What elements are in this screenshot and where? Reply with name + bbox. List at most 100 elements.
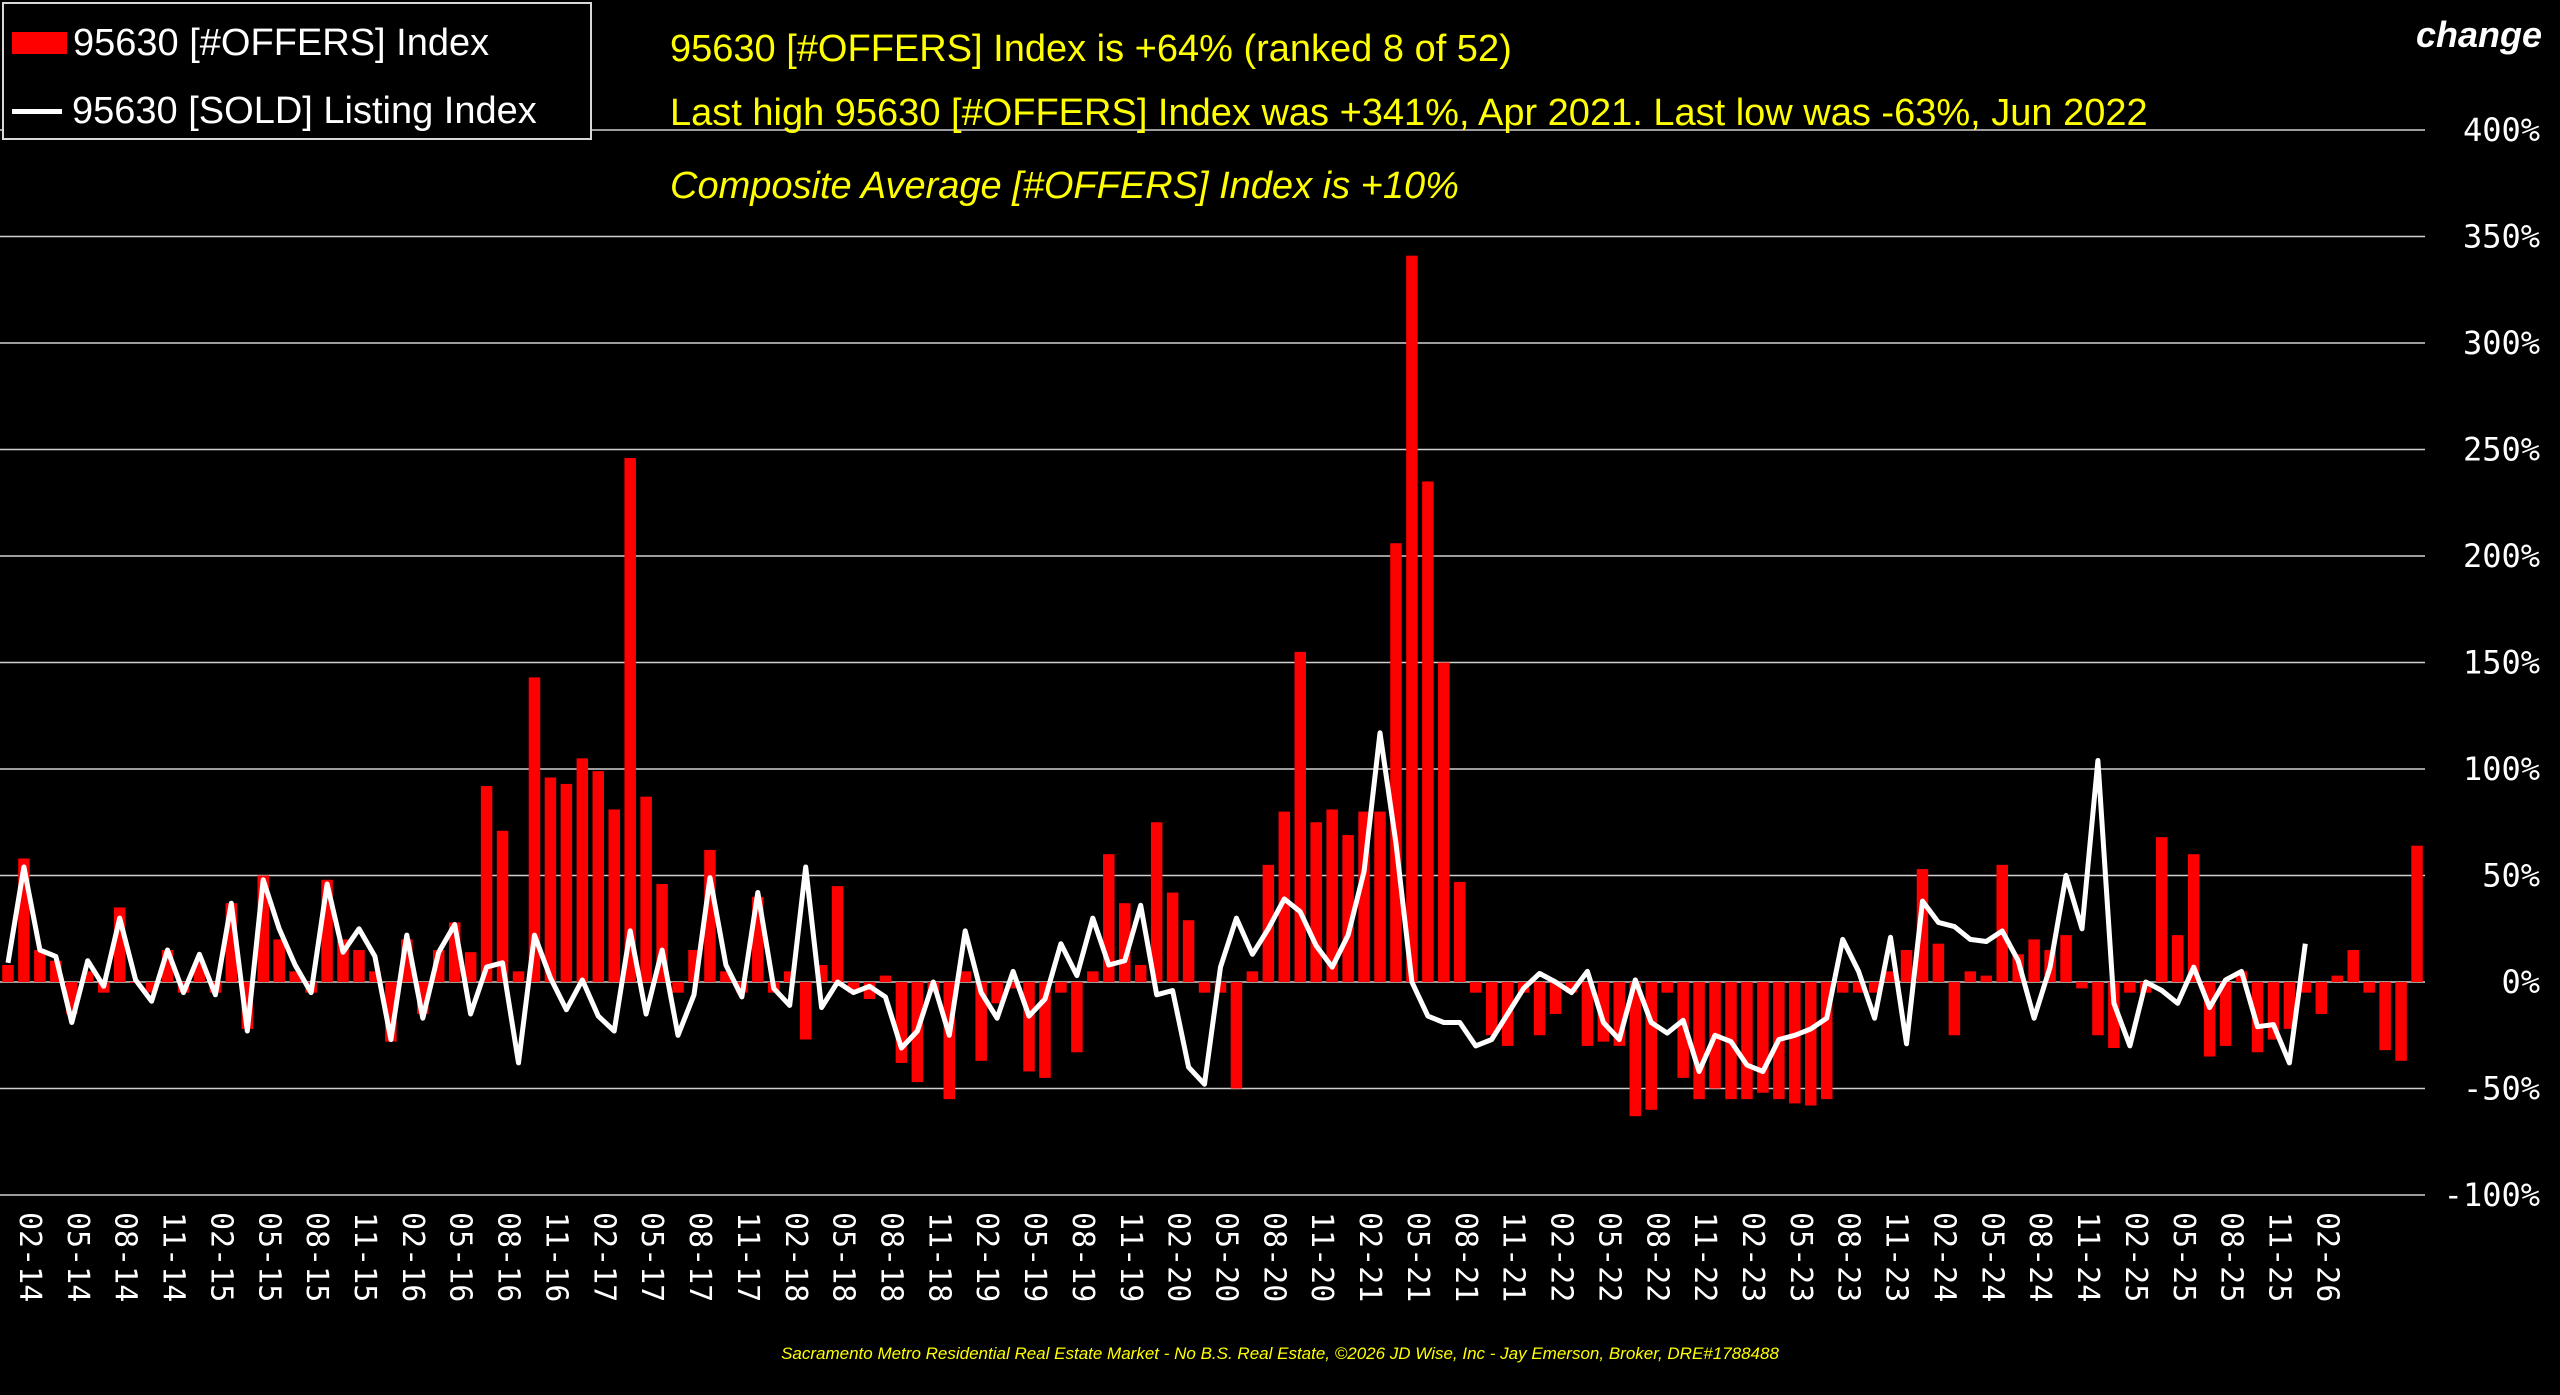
bar <box>1581 982 1594 1046</box>
x-tick-label: 02-18 <box>778 1212 813 1302</box>
bar <box>2171 935 2184 982</box>
bar <box>18 858 30 982</box>
bar <box>1310 822 1322 982</box>
x-tick-label: 02-24 <box>1926 1212 1961 1302</box>
change-label: change <box>2415 14 2542 55</box>
x-tick-label: 05-15 <box>251 1212 286 1302</box>
x-tick-label: 11-15 <box>347 1212 382 1302</box>
bar <box>943 982 956 1100</box>
bar-series <box>2 255 2423 1117</box>
x-tick-label: 02-15 <box>203 1212 238 1302</box>
bar <box>448 922 461 982</box>
bar <box>1422 481 1434 982</box>
x-tick-label: 08-16 <box>491 1212 526 1302</box>
bar <box>1980 975 1993 982</box>
x-tick-label: 02-20 <box>1161 1212 1196 1302</box>
x-tick-label: 08-14 <box>108 1212 143 1302</box>
x-tick-label: 02-21 <box>1352 1212 1387 1302</box>
x-tick-label: 05-16 <box>443 1212 478 1302</box>
bar <box>815 964 828 982</box>
bar <box>1358 811 1370 982</box>
bar <box>831 886 844 982</box>
bar <box>1406 255 1418 983</box>
bar <box>528 677 541 982</box>
bar <box>2347 950 2359 982</box>
bar <box>1485 982 1498 1036</box>
x-tick-label: 11-25 <box>2261 1212 2296 1302</box>
x-tick-label: 08-17 <box>682 1212 717 1302</box>
bar <box>2124 982 2136 993</box>
bar <box>1294 651 1306 982</box>
x-tick-label: 05-18 <box>826 1212 861 1302</box>
bar <box>1007 982 1019 989</box>
x-tick-label: 11-21 <box>1496 1212 1531 1302</box>
bar <box>464 952 477 982</box>
bar <box>225 903 238 982</box>
bar <box>161 950 174 982</box>
bar <box>2219 982 2232 1046</box>
bar <box>1805 982 1817 1106</box>
bar <box>1039 982 1051 1078</box>
bar <box>385 982 397 1042</box>
x-tick-label: 11-19 <box>1113 1212 1148 1302</box>
bar <box>624 458 636 982</box>
x-tick-label: 05-17 <box>634 1212 669 1302</box>
bar <box>2092 982 2104 1036</box>
x-tick-label: 11-18 <box>921 1212 956 1302</box>
bar <box>2379 982 2391 1051</box>
bar <box>113 907 126 982</box>
bar <box>2 964 14 982</box>
x-tick-label: 05-22 <box>1591 1212 1626 1302</box>
bar <box>145 982 158 993</box>
bar <box>2299 982 2312 993</box>
footer-credit: Sacramento Metro Residential Real Estate… <box>781 1344 1779 1363</box>
bar <box>1613 982 1626 1046</box>
bar <box>1932 943 1945 982</box>
x-tick-label: 02-19 <box>969 1212 1004 1302</box>
line-series <box>5 730 2308 1087</box>
bar <box>544 777 557 982</box>
bar <box>1230 982 1243 1089</box>
bar <box>672 982 684 993</box>
bar <box>1852 982 1865 993</box>
y-tick-label: 150% <box>2463 644 2540 682</box>
x-tick-label: 08-23 <box>1831 1212 1866 1302</box>
bar <box>2267 982 2280 1040</box>
bar <box>1549 982 1562 1014</box>
y-tick-label: 0% <box>2501 963 2540 1001</box>
bar <box>799 982 812 1040</box>
bar <box>1900 950 1913 982</box>
bar <box>273 939 285 982</box>
bar <box>2395 982 2407 1061</box>
bar <box>432 950 445 982</box>
bar <box>1565 982 1578 993</box>
x-tick-label: 08-25 <box>2214 1212 2249 1302</box>
bar <box>2363 982 2375 993</box>
x-tick-label: 02-14 <box>12 1212 47 1302</box>
bar <box>1469 982 1482 993</box>
bar <box>2076 982 2088 989</box>
x-tick-label: 11-14 <box>156 1212 191 1302</box>
bar <box>1629 982 1642 1117</box>
bar <box>401 939 413 982</box>
bar <box>1820 982 1833 1100</box>
legend-item-offers: 95630 [#OFFERS] Index <box>12 18 489 68</box>
x-tick-label: 05-23 <box>1783 1212 1818 1302</box>
bar <box>720 971 732 982</box>
bar <box>353 950 365 982</box>
x-tick-label: 05-25 <box>2166 1212 2201 1302</box>
y-tick-label: 400% <box>2463 111 2540 149</box>
bar <box>1916 869 1929 982</box>
bar <box>1087 971 1099 982</box>
legend-swatch-line <box>12 108 62 114</box>
bar <box>66 982 78 1014</box>
bar <box>1757 982 1769 1093</box>
bar <box>2028 939 2040 982</box>
bar <box>2251 982 2264 1053</box>
legend-swatch-bar <box>12 32 67 54</box>
headline-composite: Composite Average [#OFFERS] Index is +10… <box>670 165 1459 207</box>
bar <box>1597 982 1610 1042</box>
bar <box>592 771 605 982</box>
bar <box>783 971 796 982</box>
